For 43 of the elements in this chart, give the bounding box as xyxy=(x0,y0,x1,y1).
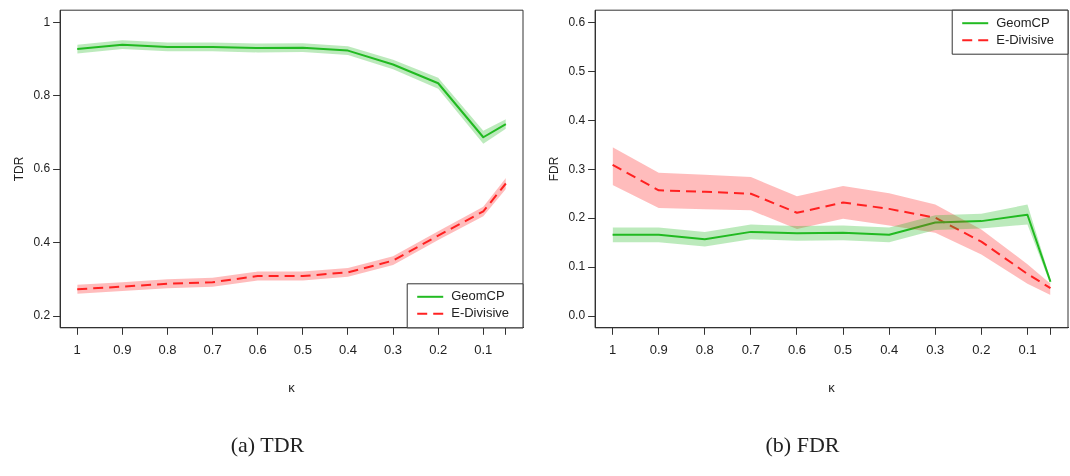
x-axis-title: κ xyxy=(288,379,296,395)
x-tick-label: 0.5 xyxy=(834,342,853,358)
x-tick-label: 0.4 xyxy=(338,342,357,358)
x-tick-label: 0.8 xyxy=(158,342,177,358)
y-tick-label: 0.0 xyxy=(568,308,586,323)
y-tick-label: 0.5 xyxy=(568,63,586,78)
text: (b) FDR xyxy=(764,432,841,458)
y-tick-label: 0.1 xyxy=(568,259,586,274)
x-tick-label: 0.1 xyxy=(474,342,493,358)
x-tick-label: 0.9 xyxy=(113,342,132,358)
legend-label: GeomCP xyxy=(996,14,1050,30)
x-tick-label: 0.1 xyxy=(1018,342,1037,358)
y-tick-label: 0.4 xyxy=(33,234,51,249)
x-axis-title: κ xyxy=(828,379,836,395)
legend-label: E-Divisive xyxy=(996,31,1055,47)
y-tick-label: 0.2 xyxy=(33,308,51,323)
x-tick-label: 0.9 xyxy=(649,342,668,358)
y-tick-label: 1 xyxy=(43,14,51,29)
y-tick-label: 0.2 xyxy=(568,210,586,225)
x-tick-label: 0.7 xyxy=(203,342,222,358)
x-tick-label: 0.4 xyxy=(880,342,899,358)
x-tick-label: 0.2 xyxy=(429,342,448,358)
text: (a) TDR xyxy=(229,432,306,458)
y-tick-label: 0.6 xyxy=(568,14,586,29)
x-tick-label: 0.5 xyxy=(293,342,312,358)
x-tick-label: 0.6 xyxy=(787,342,807,358)
legend-label: E-Divisive xyxy=(451,305,510,321)
y-tick-label: 0.6 xyxy=(33,161,51,176)
y-axis-title: TDR xyxy=(11,156,26,182)
line-series xyxy=(611,163,1052,290)
x-tick-label: 0.2 xyxy=(972,342,991,358)
legend-label: GeomCP xyxy=(451,288,505,304)
x-tick-label: 0.6 xyxy=(248,342,267,358)
x-tick-label: 1 xyxy=(608,342,617,358)
x-tick-label: 0.3 xyxy=(384,342,403,358)
x-tick-label: 0.8 xyxy=(695,342,714,358)
x-tick-label: 0.3 xyxy=(926,342,945,358)
x-tick-label: 0.7 xyxy=(741,342,760,358)
x-tick-label: 1 xyxy=(73,342,81,358)
y-tick-label: 0.3 xyxy=(568,161,586,176)
y-axis-title: FDR xyxy=(546,156,561,182)
y-tick-label: 0.4 xyxy=(568,112,586,127)
y-tick-label: 0.8 xyxy=(33,88,51,103)
